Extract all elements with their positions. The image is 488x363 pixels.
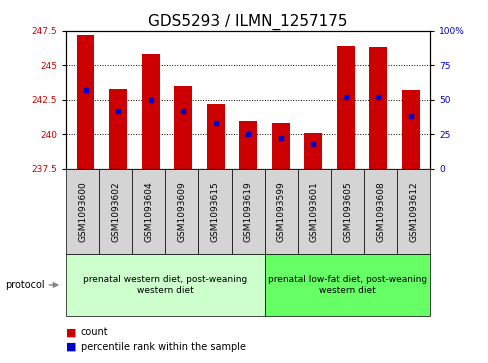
Text: GSM1093599: GSM1093599 bbox=[276, 181, 285, 242]
Text: GSM1093615: GSM1093615 bbox=[210, 181, 219, 242]
Bar bbox=[336, 46, 354, 169]
Text: prenatal western diet, post-weaning
western diet: prenatal western diet, post-weaning west… bbox=[83, 275, 247, 295]
Title: GDS5293 / ILMN_1257175: GDS5293 / ILMN_1257175 bbox=[148, 13, 347, 29]
Bar bbox=[109, 89, 127, 169]
Text: percentile rank within the sample: percentile rank within the sample bbox=[81, 342, 245, 352]
Text: GSM1093605: GSM1093605 bbox=[342, 181, 351, 242]
Text: GSM1093612: GSM1093612 bbox=[408, 181, 417, 242]
Text: GSM1093619: GSM1093619 bbox=[243, 181, 252, 242]
Text: GSM1093600: GSM1093600 bbox=[78, 181, 87, 242]
Text: count: count bbox=[81, 327, 108, 337]
Text: ■: ■ bbox=[66, 342, 76, 352]
Text: GSM1093609: GSM1093609 bbox=[177, 181, 186, 242]
Text: GSM1093608: GSM1093608 bbox=[375, 181, 385, 242]
Bar bbox=[304, 133, 322, 169]
Bar bbox=[271, 123, 289, 169]
Bar bbox=[77, 35, 94, 169]
Text: GSM1093604: GSM1093604 bbox=[144, 181, 153, 242]
Bar bbox=[239, 121, 257, 169]
Text: GSM1093602: GSM1093602 bbox=[111, 181, 120, 242]
Bar bbox=[142, 54, 159, 169]
Text: prenatal low-fat diet, post-weaning
western diet: prenatal low-fat diet, post-weaning west… bbox=[267, 275, 426, 295]
Bar bbox=[206, 104, 224, 169]
Bar bbox=[368, 48, 386, 169]
Bar bbox=[401, 90, 419, 169]
Bar bbox=[174, 86, 192, 169]
Text: ■: ■ bbox=[66, 327, 76, 337]
Text: GSM1093601: GSM1093601 bbox=[309, 181, 318, 242]
Text: protocol: protocol bbox=[5, 280, 44, 290]
